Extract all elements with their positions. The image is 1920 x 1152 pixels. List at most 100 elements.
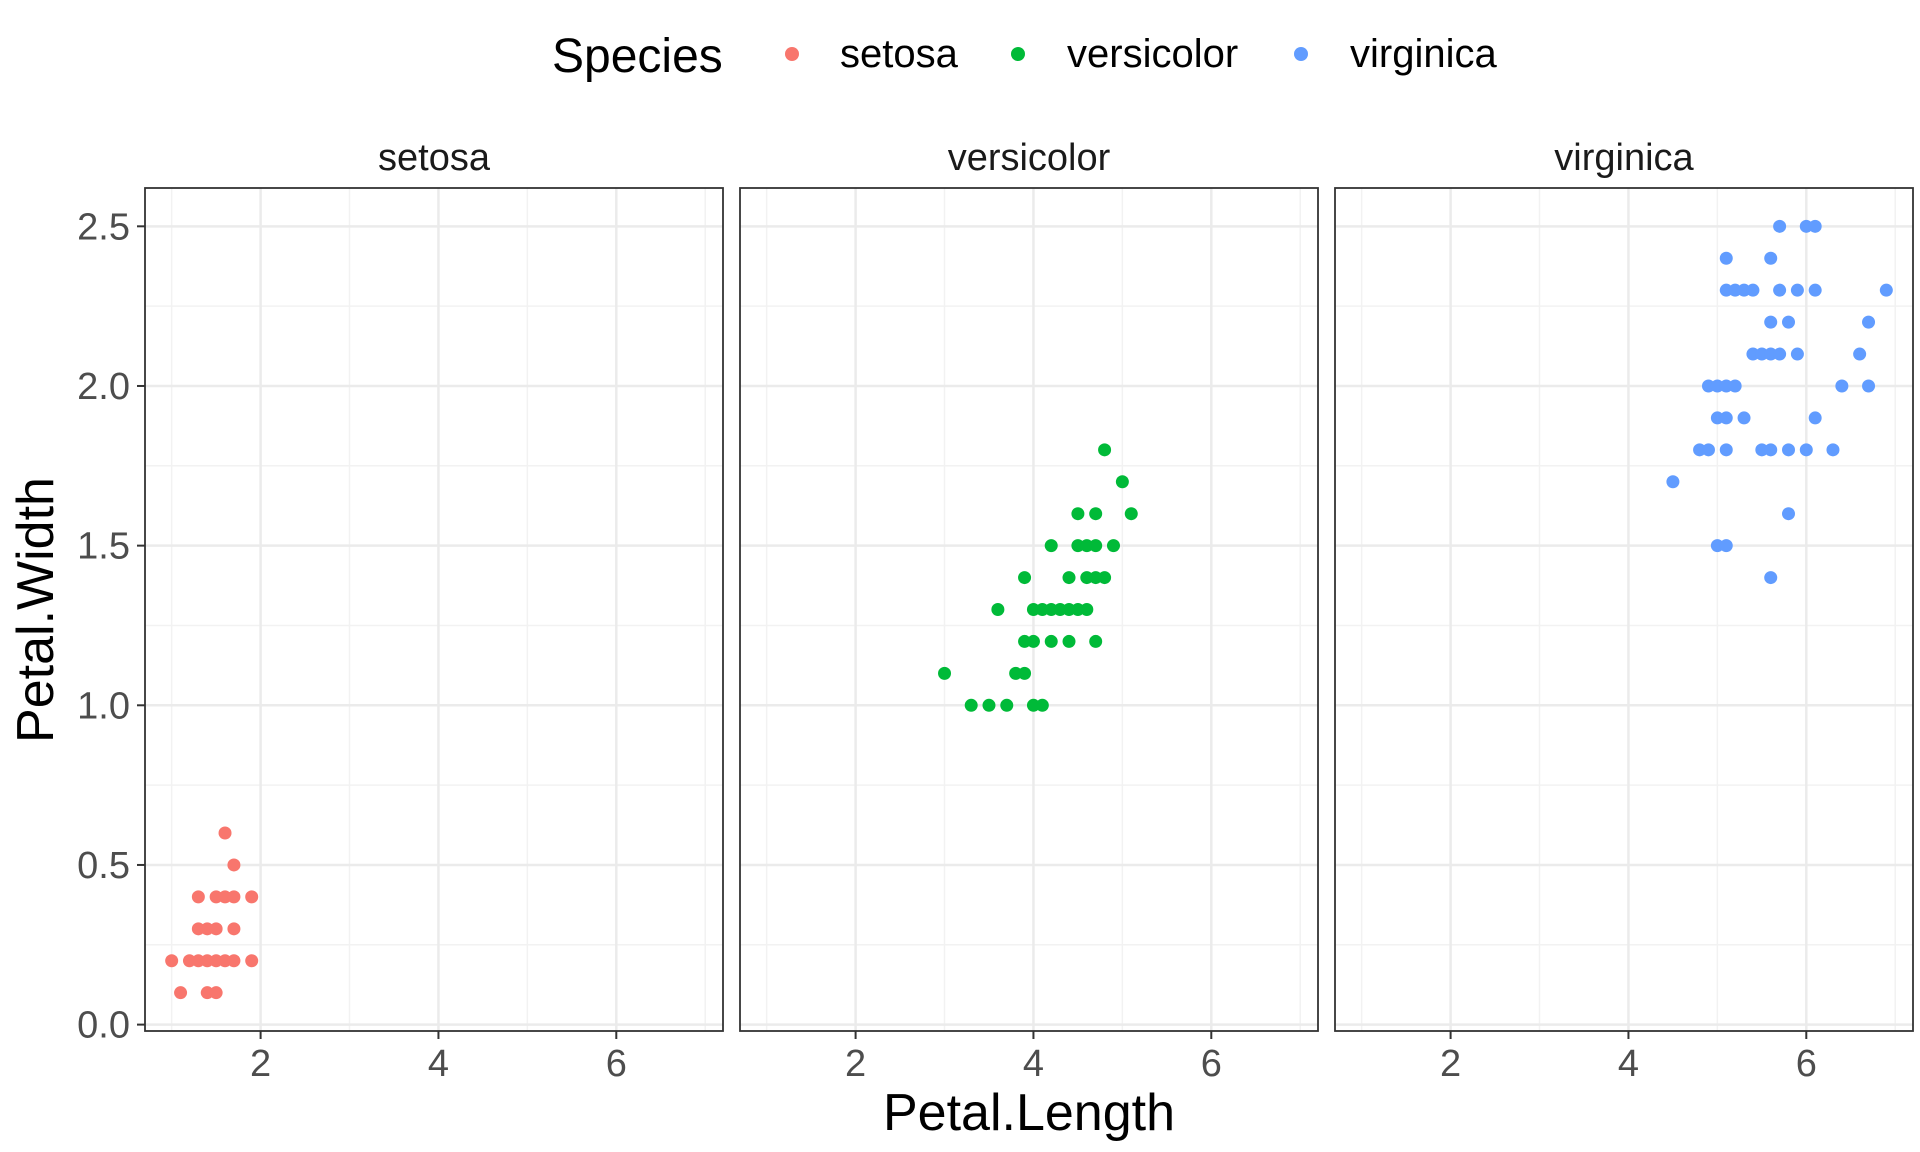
data-point-virginica (1666, 475, 1680, 489)
data-point-versicolor (1098, 443, 1112, 457)
data-point-setosa (218, 890, 232, 904)
data-point-virginica (1701, 443, 1715, 457)
data-point-versicolor (1124, 507, 1138, 521)
data-point-versicolor (1018, 634, 1032, 648)
data-point-versicolor (1018, 571, 1032, 585)
x-tick-label: 4 (428, 1043, 449, 1085)
data-point-virginica (1737, 411, 1751, 425)
data-point-versicolor (1035, 698, 1049, 712)
data-point-versicolor (1080, 603, 1094, 616)
y-tick-label: 0.0 (77, 1005, 130, 1047)
data-point-virginica (1799, 219, 1813, 233)
data-point-virginica (1808, 411, 1822, 425)
data-point-virginica (1808, 219, 1822, 233)
data-point-setosa (209, 986, 223, 1000)
data-point-versicolor (1062, 603, 1076, 616)
panel-border (144, 187, 724, 1032)
x-tick-label: 2 (845, 1043, 866, 1085)
data-point-versicolor (1026, 603, 1040, 616)
data-point-virginica (1764, 443, 1778, 457)
x-axis-title: Petal.Length (883, 1084, 1175, 1142)
data-point-virginica (1862, 315, 1876, 329)
data-point-versicolor (982, 698, 996, 712)
y-tick-label: 2.0 (77, 366, 130, 408)
x-tick-label: 4 (1023, 1043, 1044, 1085)
data-point-virginica (1773, 347, 1787, 361)
data-point-setosa (245, 890, 259, 904)
data-point-virginica (1746, 347, 1760, 361)
data-point-virginica (1808, 283, 1822, 297)
data-point-virginica (1728, 283, 1742, 297)
data-point-virginica (1782, 315, 1796, 329)
y-tick-label: 2.5 (77, 206, 130, 248)
data-point-setosa (209, 954, 223, 968)
data-point-virginica (1755, 443, 1769, 457)
data-point-virginica (1693, 443, 1707, 457)
data-point-virginica (1755, 347, 1769, 361)
data-point-versicolor (1089, 539, 1103, 553)
data-point-versicolor (1000, 698, 1014, 712)
x-tick-label: 2 (1440, 1043, 1461, 1085)
data-point-virginica (1719, 251, 1733, 265)
data-point-setosa (245, 954, 259, 968)
data-point-virginica (1764, 251, 1778, 265)
panel-background (145, 188, 723, 1031)
data-point-setosa (165, 954, 179, 968)
data-point-setosa (174, 986, 188, 1000)
data-point-virginica (1862, 379, 1876, 393)
data-point-versicolor (1044, 634, 1058, 648)
data-point-versicolor (1044, 539, 1058, 553)
data-point-virginica (1710, 379, 1724, 393)
data-point-setosa (200, 922, 214, 936)
data-point-virginica (1719, 283, 1733, 297)
data-point-versicolor (1044, 603, 1058, 616)
legend-title: Species (552, 30, 723, 83)
data-point-versicolor (1071, 539, 1085, 553)
data-point-versicolor (1089, 507, 1103, 521)
data-point-setosa (200, 954, 214, 968)
data-point-versicolor (1089, 634, 1103, 648)
y-tick-label: 1.0 (77, 685, 130, 727)
data-point-virginica (1764, 571, 1778, 585)
data-point-virginica (1853, 347, 1867, 361)
data-point-versicolor (1106, 539, 1120, 553)
data-point-setosa (227, 954, 241, 968)
data-point-virginica (1728, 379, 1742, 393)
data-point-virginica (1790, 283, 1804, 297)
y-axis-title: Petal.Width (7, 477, 65, 743)
x-tick-label: 6 (1201, 1043, 1222, 1085)
panel-border (1334, 187, 1914, 1032)
data-point-virginica (1719, 443, 1733, 457)
x-tick-label: 2 (250, 1043, 271, 1085)
data-point-setosa (182, 954, 196, 968)
data-point-virginica (1782, 443, 1796, 457)
data-point-versicolor (1089, 571, 1103, 585)
data-point-virginica (1764, 347, 1778, 361)
data-point-virginica (1826, 443, 1840, 457)
legend-key-versicolor (1011, 47, 1025, 61)
panel-title-versicolor: versicolor (948, 137, 1111, 179)
panel-background (1335, 188, 1913, 1031)
legend-key-virginica (1294, 47, 1308, 61)
x-tick-label: 6 (606, 1043, 627, 1085)
data-point-setosa (227, 922, 241, 936)
x-tick-label: 6 (1796, 1043, 1817, 1085)
data-point-setosa (191, 890, 205, 904)
data-point-virginica (1710, 539, 1724, 553)
data-point-virginica (1782, 507, 1796, 521)
y-tick-label: 1.5 (77, 526, 130, 568)
data-point-versicolor (1018, 666, 1032, 680)
data-point-virginica (1773, 219, 1787, 233)
data-point-versicolor (1080, 571, 1094, 585)
data-point-versicolor (1035, 603, 1049, 616)
data-point-versicolor (1026, 698, 1040, 712)
legend-key-setosa (785, 47, 799, 61)
data-point-virginica (1764, 315, 1778, 329)
data-point-virginica (1835, 379, 1849, 393)
data-point-virginica (1773, 283, 1787, 297)
data-point-setosa (227, 858, 241, 872)
data-point-versicolor (1071, 507, 1085, 521)
data-point-virginica (1701, 379, 1715, 393)
